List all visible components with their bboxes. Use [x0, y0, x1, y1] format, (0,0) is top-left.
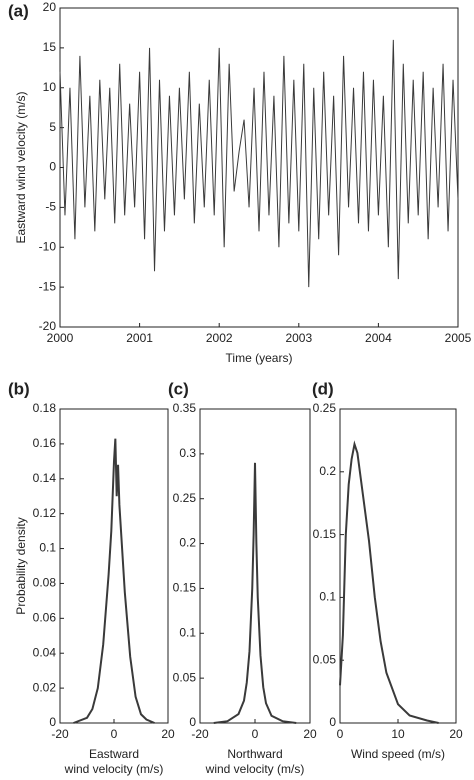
- x-tick-label: 20: [161, 727, 175, 741]
- x-tick-label: 2002: [206, 331, 233, 345]
- y-tick-label: 0.1: [319, 590, 336, 604]
- x-axis-label: Northward: [227, 747, 282, 761]
- data-line: [73, 438, 155, 724]
- y-tick-label: 0.14: [33, 471, 57, 485]
- y-tick-label: 15: [43, 40, 57, 54]
- y-tick-label: 20: [43, 0, 57, 14]
- y-tick-label: -15: [39, 279, 57, 293]
- x-axis-label: wind velocity (m/s): [205, 762, 305, 776]
- x-tick-label: 20: [449, 727, 463, 741]
- x-tick-label: -20: [51, 727, 69, 741]
- y-tick-label: 0: [329, 715, 336, 729]
- y-tick-label: 5: [49, 120, 56, 134]
- y-tick-label: 0.05: [173, 670, 197, 684]
- x-tick-label: 20: [303, 727, 317, 741]
- y-tick-label: 0.2: [319, 464, 336, 478]
- x-axis-label: Wind speed (m/s): [351, 747, 445, 761]
- y-tick-label: -20: [39, 319, 57, 333]
- x-tick-label: 2001: [126, 331, 153, 345]
- panel-label: (a): [8, 1, 29, 20]
- y-tick-label: 0.1: [179, 625, 196, 639]
- y-tick-label: 0.2: [179, 536, 196, 550]
- data-line: [339, 440, 439, 724]
- x-tick-label: 0: [111, 727, 118, 741]
- x-tick-label: 0: [252, 727, 259, 741]
- x-axis-label: Time (years): [226, 351, 293, 365]
- y-tick-label: 0.25: [173, 491, 197, 505]
- x-axis-label: Eastward: [89, 747, 139, 761]
- x-tick-label: 0: [337, 727, 344, 741]
- y-tick-label: 0: [49, 160, 56, 174]
- y-tick-label: 0.15: [313, 527, 337, 541]
- y-tick-label: 0.12: [33, 506, 57, 520]
- y-tick-label: 0: [49, 715, 56, 729]
- y-tick-label: 0.15: [173, 581, 197, 595]
- y-tick-label: 0: [189, 715, 196, 729]
- panel-label: (b): [8, 379, 30, 398]
- x-axis-label: wind velocity (m/s): [64, 762, 164, 776]
- y-tick-label: 0.05: [313, 652, 337, 666]
- x-tick-label: 2003: [285, 331, 312, 345]
- y-axis-label: Eastward wind velocity (m/s): [14, 91, 28, 243]
- data-line: [213, 462, 297, 724]
- y-tick-label: 0.06: [33, 611, 57, 625]
- plot-frame: [199, 408, 311, 724]
- panel-label: (c): [168, 379, 189, 398]
- x-tick-label: 10: [391, 727, 405, 741]
- y-tick-label: 0.04: [33, 645, 57, 659]
- y-tick-label: 0.25: [313, 401, 337, 415]
- y-tick-label: 0.35: [173, 401, 197, 415]
- data-line: [59, 39, 459, 288]
- y-tick-label: 0.18: [33, 401, 57, 415]
- y-tick-label: -10: [39, 239, 57, 253]
- y-tick-label: 0.1: [39, 541, 56, 555]
- y-tick-label: -5: [45, 200, 56, 214]
- y-tick-label: 10: [43, 80, 57, 94]
- x-tick-label: 2000: [47, 331, 74, 345]
- y-tick-label: 0.16: [33, 436, 57, 450]
- y-axis-label: Probability density: [14, 517, 28, 614]
- y-tick-label: 0.3: [179, 446, 196, 460]
- x-tick-label: 2005: [445, 331, 472, 345]
- x-tick-label: 2004: [365, 331, 392, 345]
- panel-label: (d): [312, 379, 334, 398]
- y-tick-label: 0.08: [33, 576, 57, 590]
- y-tick-label: 0.02: [33, 680, 57, 694]
- x-tick-label: -20: [191, 727, 209, 741]
